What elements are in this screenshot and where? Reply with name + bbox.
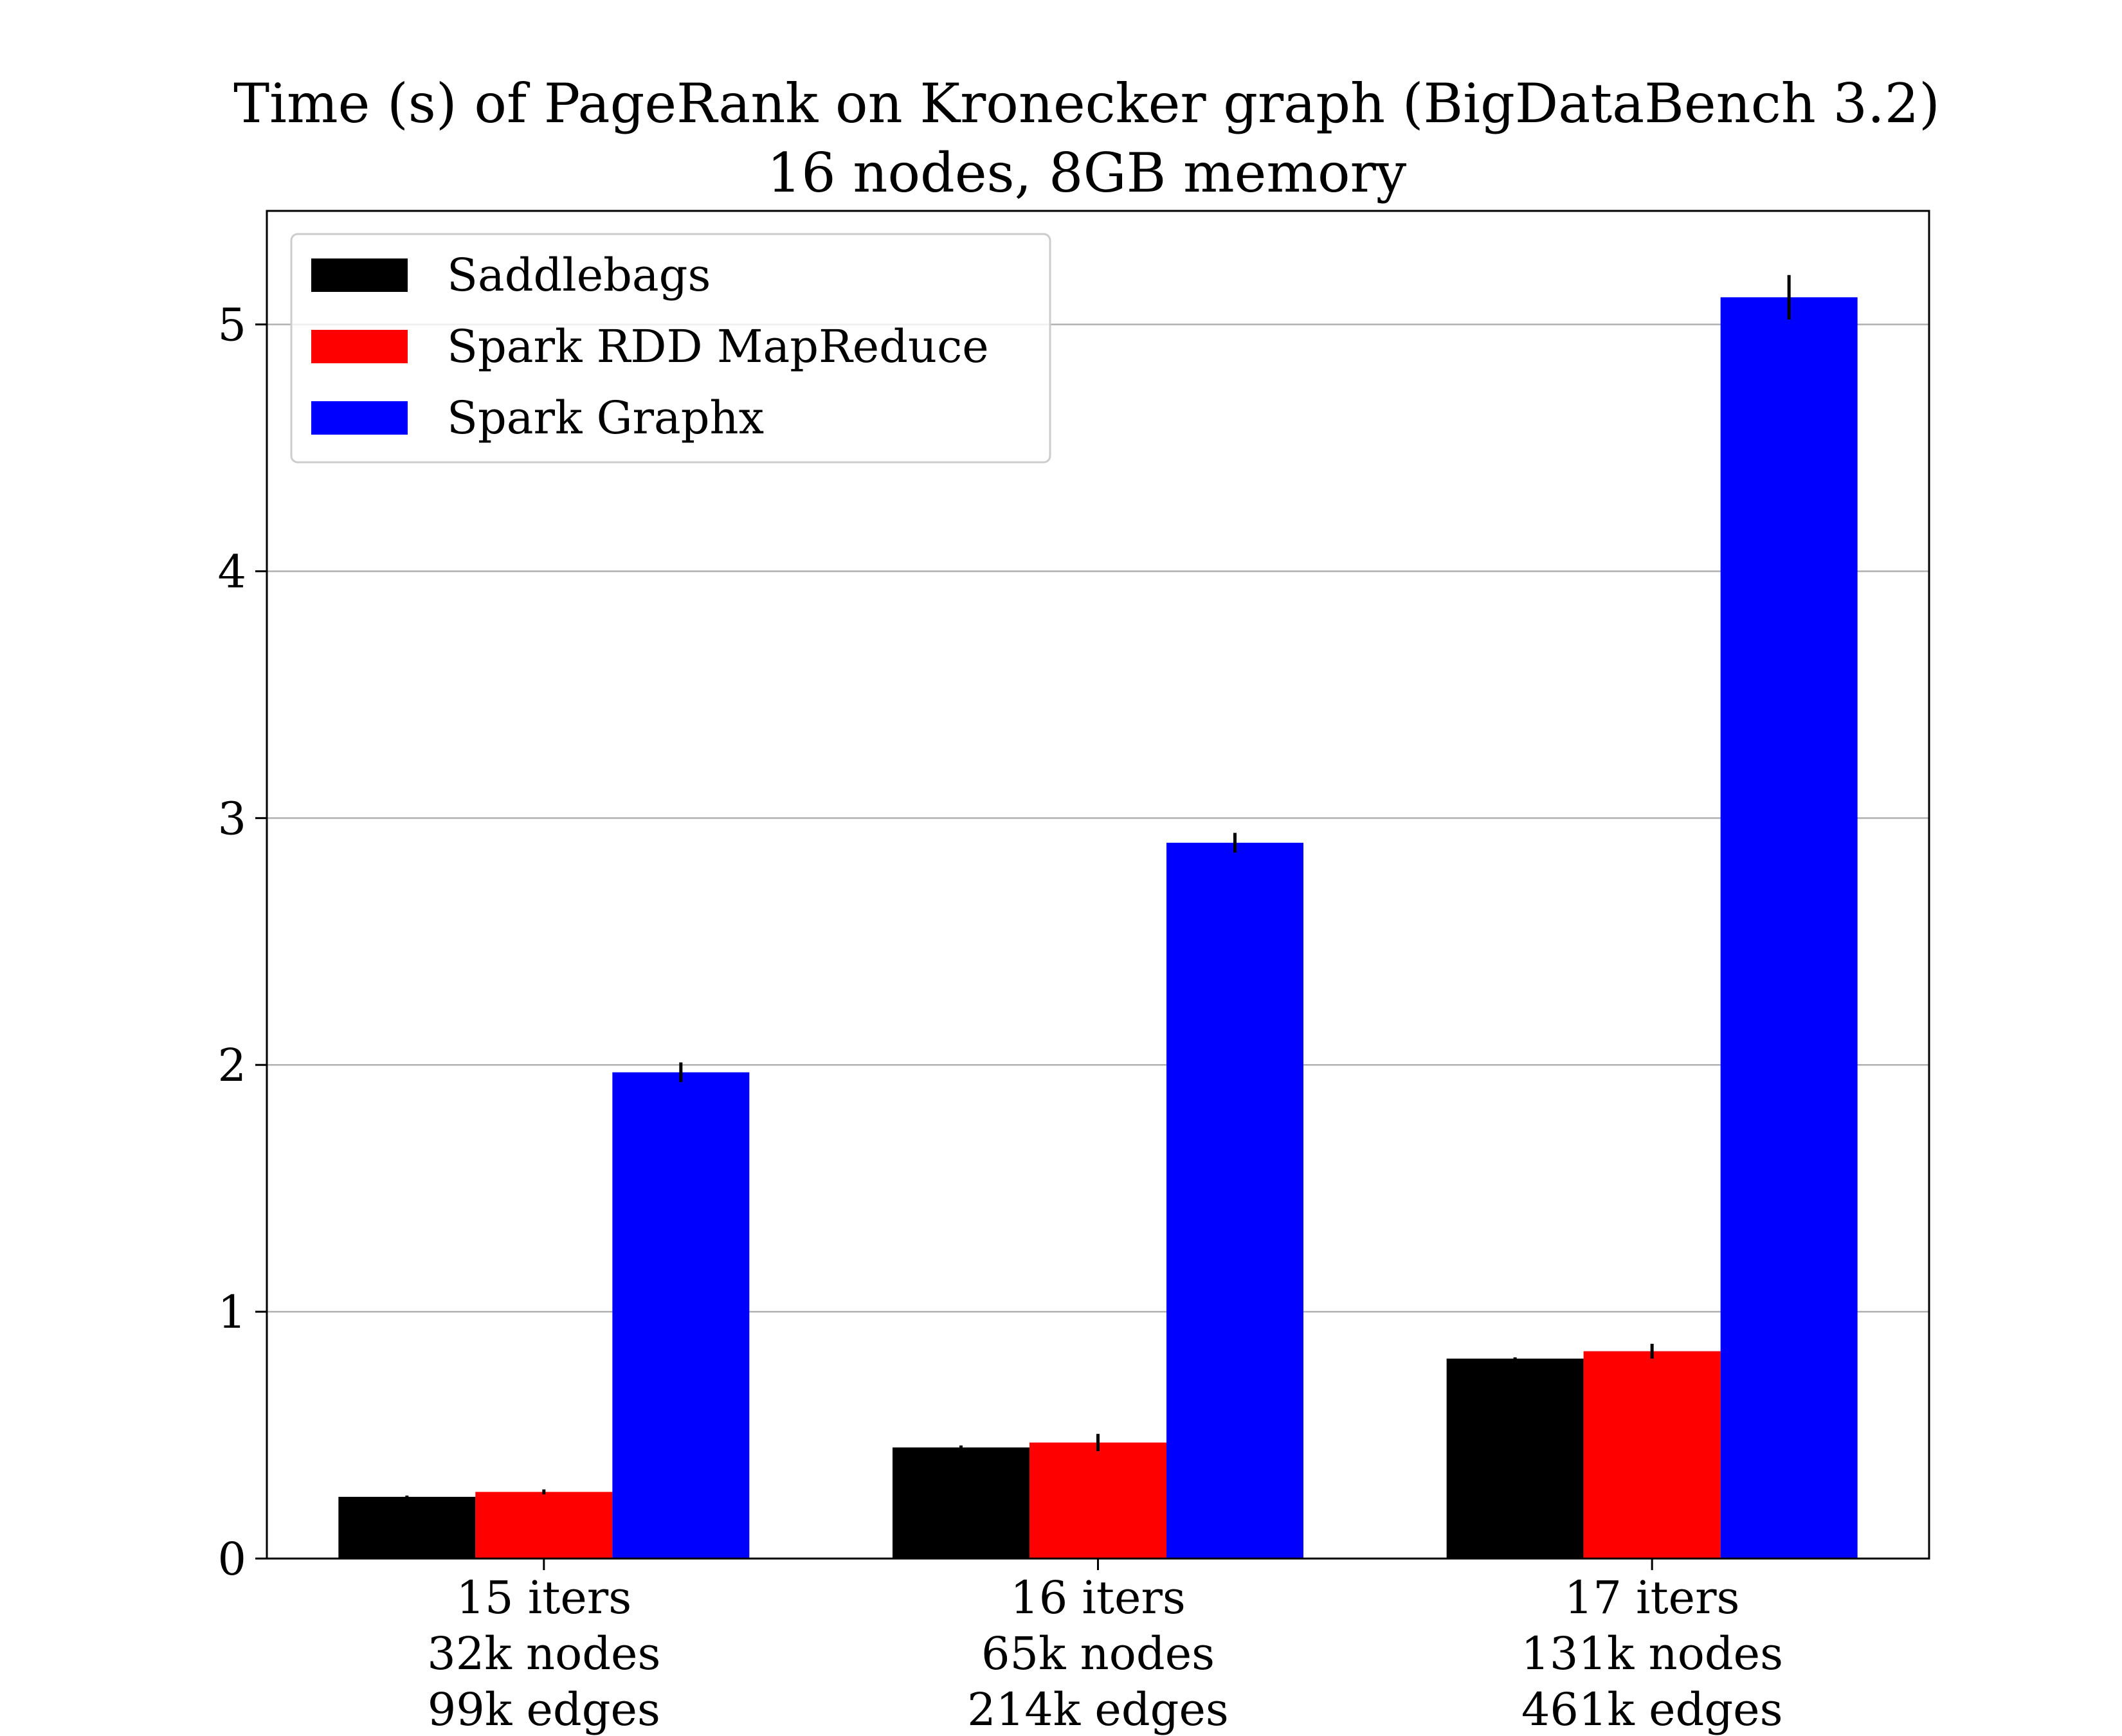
legend-swatch	[311, 401, 408, 435]
bar	[1583, 1351, 1721, 1559]
bar	[1166, 842, 1303, 1559]
y-tick-label: 5	[217, 299, 246, 352]
bar	[1446, 1359, 1584, 1559]
y-axis: 0 1 2 3 4 5	[217, 299, 267, 1586]
error-bars	[405, 275, 1791, 1498]
x-tick-label: 99k edges	[428, 1683, 660, 1736]
x-tick-label: 461k edges	[1521, 1683, 1783, 1736]
legend-box	[290, 233, 1051, 464]
x-tick-label: 131k nodes	[1521, 1627, 1783, 1680]
x-tick-label: 15 iters	[457, 1571, 632, 1624]
bars	[338, 297, 1858, 1559]
bar	[612, 1072, 750, 1559]
bar	[1720, 297, 1858, 1559]
legend-swatch	[311, 330, 408, 363]
x-tick-label: 16 iters	[1010, 1571, 1186, 1624]
bar	[893, 1447, 1029, 1559]
y-tick-label: 4	[217, 545, 246, 598]
legend-label: Spark Graphx	[447, 392, 764, 444]
chart-title-line-1: Time (s) of PageRank on Kronecker graph …	[233, 72, 1940, 135]
chart-title: Time (s) of PageRank on Kronecker graph …	[233, 72, 1940, 204]
x-tick-label: 17 iters	[1564, 1571, 1740, 1624]
legend-label: Saddlebags	[447, 249, 711, 302]
x-tick-label: 214k edges	[967, 1683, 1229, 1736]
bar	[338, 1497, 476, 1559]
bar	[475, 1492, 613, 1559]
chart-title-line-2: 16 nodes, 8GB memory	[767, 141, 1407, 204]
x-tick-label: 65k nodes	[981, 1627, 1215, 1680]
y-tick-label: 0	[217, 1533, 246, 1586]
legend: Saddlebags Spark RDD MapReduce Spark Graph…	[290, 233, 1051, 464]
bar	[1029, 1442, 1166, 1559]
legend-swatch	[311, 258, 408, 292]
y-tick-label: 3	[217, 792, 246, 845]
y-tick-label: 1	[217, 1286, 246, 1339]
legend-label: Spark RDD MapReduce	[447, 320, 989, 373]
y-tick-label: 2	[217, 1039, 246, 1092]
x-tick-label: 32k nodes	[427, 1627, 660, 1680]
